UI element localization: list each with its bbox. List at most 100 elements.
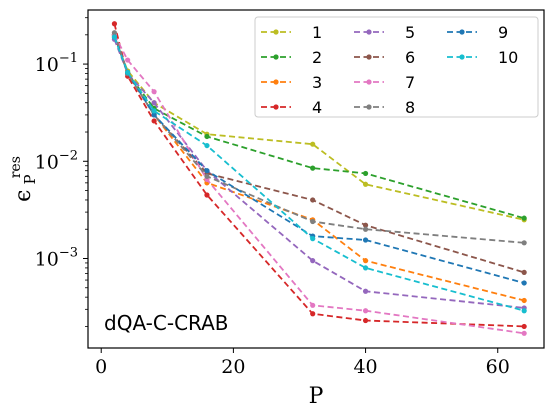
data-point xyxy=(204,168,210,174)
data-point xyxy=(111,34,118,40)
data-point xyxy=(362,170,369,177)
data-point xyxy=(521,330,527,336)
data-point xyxy=(125,69,131,76)
data-point xyxy=(310,302,316,308)
data-point xyxy=(521,269,527,275)
legend-marker xyxy=(459,54,465,60)
chart-annotation: dQA-C-CRAB xyxy=(104,311,229,335)
data-point xyxy=(521,280,527,286)
y-tick-label-base: 10 xyxy=(35,54,59,76)
x-ticks: 0 20 40 60 xyxy=(95,348,510,378)
x-tick-label: 60 xyxy=(486,356,510,378)
data-point xyxy=(204,173,210,179)
data-point xyxy=(204,142,210,149)
data-point xyxy=(362,181,369,187)
legend-item-4: 4 xyxy=(261,98,322,117)
data-point xyxy=(310,165,316,171)
legend-label: 8 xyxy=(405,98,415,117)
legend-label: 2 xyxy=(312,48,322,67)
series-4 xyxy=(111,21,527,330)
data-point xyxy=(362,226,369,232)
data-point xyxy=(362,265,369,271)
legend-item-10: 10 xyxy=(447,48,518,67)
legend-label: 10 xyxy=(498,48,518,67)
y-axis-label-sup: res xyxy=(8,156,24,178)
y-tick-label: 10−1 xyxy=(35,51,78,76)
data-point xyxy=(310,311,316,317)
legend-label: 9 xyxy=(498,23,508,42)
legend-marker xyxy=(459,29,465,35)
data-point xyxy=(310,141,316,147)
y-ticks: 10−310−210−1 xyxy=(35,17,88,327)
data-point xyxy=(111,30,118,36)
x-tick-label: 0 xyxy=(95,356,107,378)
data-point xyxy=(362,258,369,264)
y-axis-label: ϵ P res xyxy=(8,156,39,202)
data-point xyxy=(521,240,527,246)
legend-items: 1 2 3 4 5 6 7 8 9 10 xyxy=(261,23,518,117)
x-axis-label: P xyxy=(309,384,324,409)
series-10 xyxy=(111,34,527,314)
y-tick-label-base: 10 xyxy=(35,151,59,173)
legend-label: 3 xyxy=(312,73,322,92)
y-tick-label-exp: −2 xyxy=(59,148,78,163)
x-tick-label: 40 xyxy=(353,356,377,378)
plot-frame xyxy=(87,9,545,349)
legend-marker xyxy=(273,29,279,35)
legend-item-8: 8 xyxy=(354,98,415,117)
y-axis-label-base: ϵ xyxy=(11,190,36,202)
data-point xyxy=(362,288,369,294)
data-point xyxy=(362,222,369,228)
data-point xyxy=(521,323,527,330)
legend-item-9: 9 xyxy=(447,23,508,42)
legend-item-7: 7 xyxy=(354,73,415,92)
data-point xyxy=(151,100,157,106)
data-point xyxy=(521,215,527,221)
data-point xyxy=(362,308,369,314)
legend-label: 6 xyxy=(405,48,415,67)
series-layer xyxy=(111,21,527,336)
data-point xyxy=(521,308,527,314)
y-tick-label-exp: −1 xyxy=(59,51,78,66)
data-point xyxy=(204,133,210,140)
data-point xyxy=(310,218,316,225)
data-point xyxy=(125,57,131,63)
legend-label: 7 xyxy=(405,73,415,92)
data-point xyxy=(151,112,157,118)
legend-label: 4 xyxy=(312,98,322,117)
y-axis-label-sub: P xyxy=(21,174,39,184)
legend-box xyxy=(254,16,539,118)
series-7 xyxy=(111,32,527,336)
legend-marker xyxy=(366,104,372,110)
legend-marker xyxy=(366,54,372,60)
legend-item-3: 3 xyxy=(261,73,322,92)
y-tick-label: 10−3 xyxy=(35,245,78,270)
data-point xyxy=(111,21,118,27)
legend-marker xyxy=(273,79,279,85)
data-point xyxy=(310,258,316,264)
legend-item-2: 2 xyxy=(261,48,322,67)
data-point xyxy=(151,89,157,95)
legend-marker xyxy=(273,104,279,110)
data-point xyxy=(362,317,369,324)
legend-marker xyxy=(366,79,372,85)
data-point xyxy=(204,192,210,198)
legend-item-5: 5 xyxy=(354,23,415,42)
legend-label: 5 xyxy=(405,23,415,42)
y-tick-label: 10−2 xyxy=(35,148,78,173)
legend-item-1: 1 xyxy=(261,23,322,42)
x-tick-label: 20 xyxy=(221,356,245,378)
data-point xyxy=(310,197,316,203)
y-tick-label-exp: −3 xyxy=(59,245,78,260)
legend-marker xyxy=(366,29,372,35)
legend-item-6: 6 xyxy=(354,48,415,67)
data-point xyxy=(310,236,316,242)
data-point xyxy=(151,108,157,114)
data-point xyxy=(362,237,369,243)
data-point xyxy=(521,297,527,304)
y-tick-label-base: 10 xyxy=(35,248,59,270)
data-point xyxy=(151,118,157,124)
legend-label: 1 xyxy=(312,23,322,42)
legend-marker xyxy=(273,54,279,60)
